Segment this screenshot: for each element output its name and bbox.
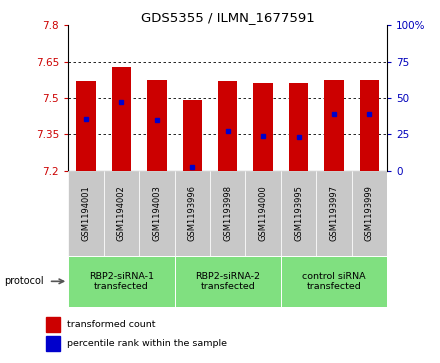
Bar [218,81,238,171]
Bar [46,317,60,332]
Text: protocol: protocol [4,276,44,286]
Bar [139,171,175,256]
Text: GSM1194002: GSM1194002 [117,185,126,241]
Bar [324,80,344,171]
Bar [281,256,387,307]
Bar [68,171,104,256]
Bar [246,171,281,256]
Bar [112,66,131,171]
Bar [46,336,60,351]
Text: GSM1193996: GSM1193996 [188,185,197,241]
Bar [147,80,167,171]
Text: RBP2-siRNA-1
transfected: RBP2-siRNA-1 transfected [89,272,154,291]
Bar [289,83,308,171]
Text: RBP2-siRNA-2
transfected: RBP2-siRNA-2 transfected [195,272,260,291]
Text: GSM1193995: GSM1193995 [294,185,303,241]
Bar [175,171,210,256]
Text: control siRNA
transfected: control siRNA transfected [302,272,366,291]
Bar [253,83,273,171]
Bar [210,171,246,256]
Text: GSM1194000: GSM1194000 [259,185,268,241]
Bar [183,101,202,171]
Text: GSM1194003: GSM1194003 [152,185,161,241]
Bar [68,256,175,307]
Bar [316,171,352,256]
Bar [352,171,387,256]
Bar [175,256,281,307]
Bar [360,80,379,171]
Bar [104,171,139,256]
Bar [281,171,316,256]
Bar [76,81,95,171]
Text: GSM1193997: GSM1193997 [330,185,338,241]
Text: GSM1193998: GSM1193998 [223,185,232,241]
Title: GDS5355 / ILMN_1677591: GDS5355 / ILMN_1677591 [141,11,315,24]
Text: GSM1194001: GSM1194001 [81,185,91,241]
Text: percentile rank within the sample: percentile rank within the sample [67,339,227,348]
Text: GSM1193999: GSM1193999 [365,185,374,241]
Text: transformed count: transformed count [67,320,155,329]
